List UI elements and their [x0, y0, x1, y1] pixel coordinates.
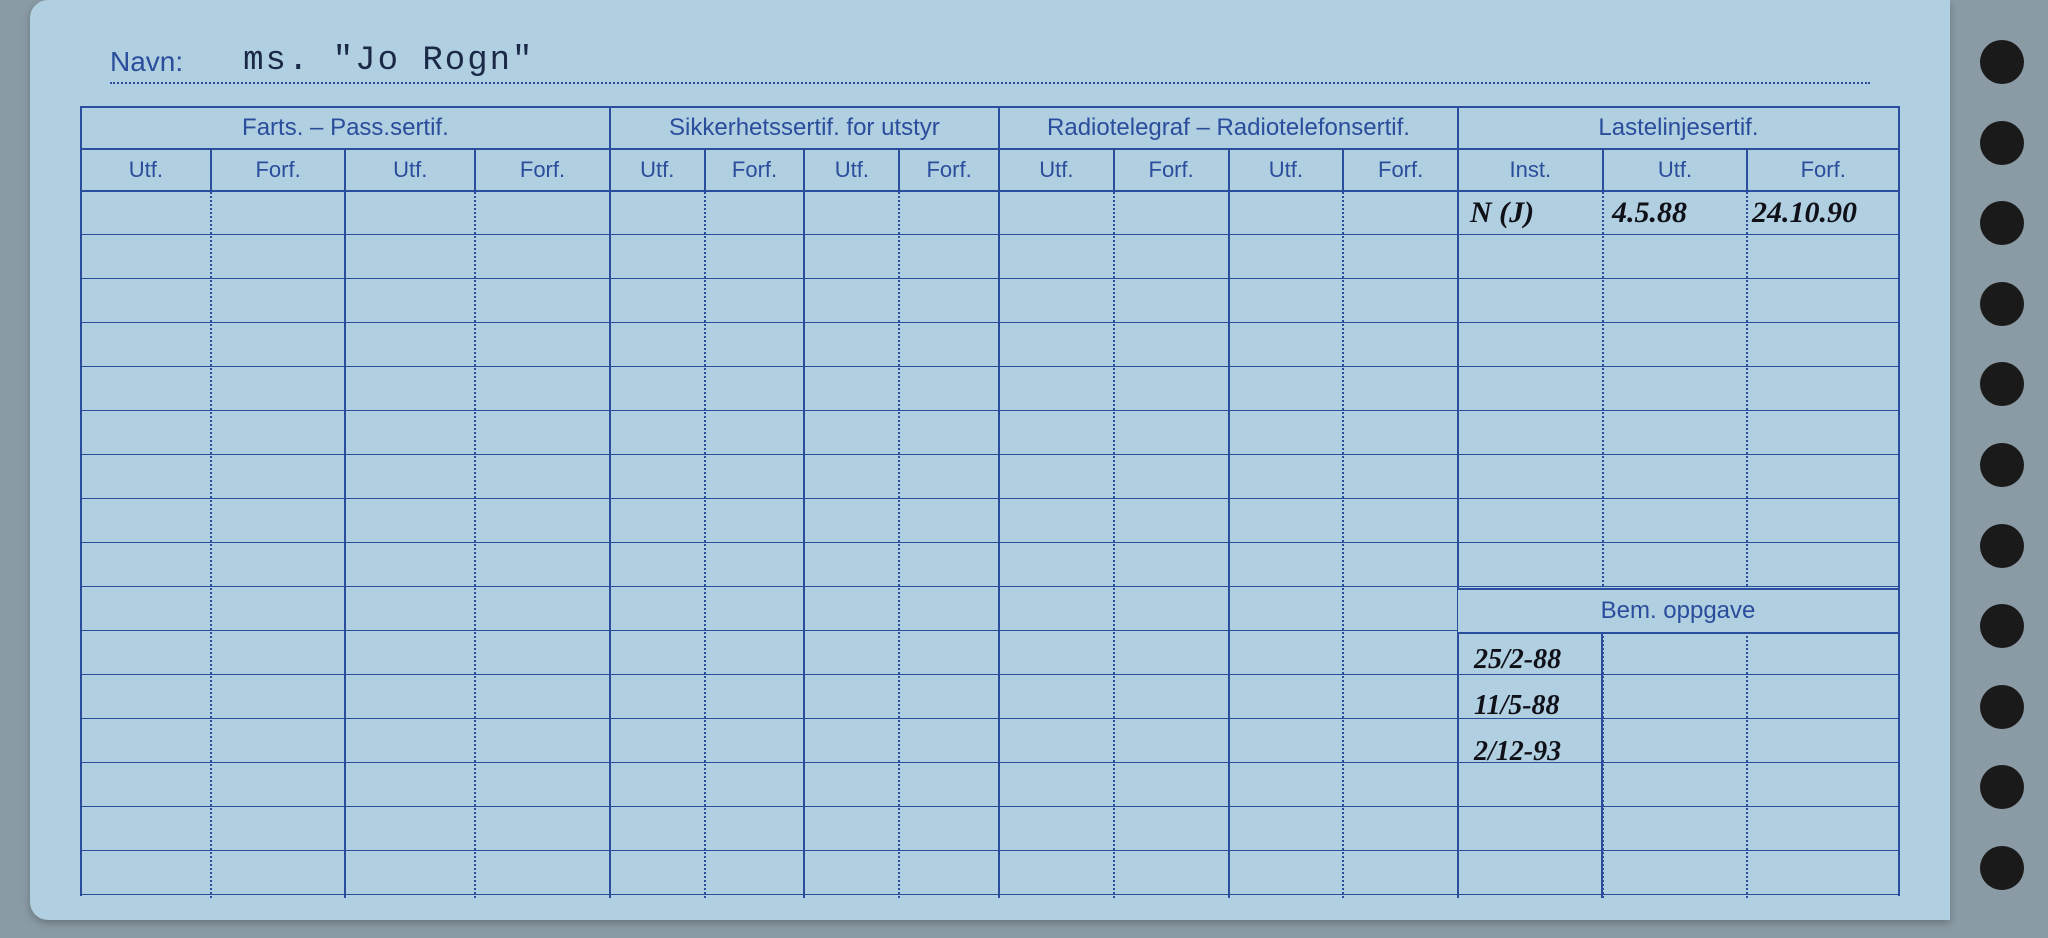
group-sikkerhet: Sikkerhetssertif. for utstyr [611, 108, 1000, 150]
table-col [476, 192, 611, 898]
col-utf: Utf. [1604, 150, 1749, 192]
col-forf: Forf. [1115, 150, 1230, 192]
col-forf: Forf. [900, 150, 1000, 192]
col-utf: Utf. [1230, 150, 1345, 192]
table-col [1115, 192, 1230, 898]
table-col [611, 192, 706, 898]
punch-hole [1980, 685, 2024, 729]
table-col [1604, 192, 1749, 898]
handwritten-bem-date: 25/2-88 [1474, 644, 1561, 676]
punch-hole [1980, 443, 2024, 487]
col-forf: Forf. [1748, 150, 1898, 192]
punch-hole [1980, 362, 2024, 406]
table-col [1230, 192, 1345, 898]
table-col [346, 192, 476, 898]
punch-hole [1980, 40, 2024, 84]
group-farts-pass: Farts. – Pass.sertif. [82, 108, 611, 150]
index-card: Navn: ms. "Jo Rogn" Farts. – Pass.sertif… [30, 0, 1950, 920]
handwritten-forf: 24.10.90 [1752, 196, 1857, 230]
col-inst: Inst. [1459, 150, 1604, 192]
table-col [1748, 192, 1898, 898]
table-body: N (J) 4.5.88 24.10.90 Bem. oppgave 25/2-… [82, 192, 1898, 898]
col-utf: Utf. [82, 150, 212, 192]
header-row-groups: Farts. – Pass.sertif. Sikkerhetssertif. … [82, 108, 1898, 150]
group-lastelinje: Lastelinjesertif. [1459, 108, 1898, 150]
table-col [1000, 192, 1115, 898]
table-col [1344, 192, 1459, 898]
punch-hole [1980, 201, 2024, 245]
col-utf: Utf. [1000, 150, 1115, 192]
punch-hole [1980, 282, 2024, 326]
certificate-table: Farts. – Pass.sertif. Sikkerhetssertif. … [80, 106, 1900, 896]
group-radio: Radiotelegraf – Radiotelefonsertif. [1000, 108, 1459, 150]
punch-hole [1980, 121, 2024, 165]
navn-label: Navn: [110, 46, 183, 82]
punch-holes [1980, 40, 2026, 890]
handwritten-inst: N (J) [1470, 196, 1534, 230]
header-row-cols: Utf. Forf. Utf. Forf. Utf. Forf. Utf. Fo… [82, 150, 1898, 192]
punch-hole [1980, 846, 2024, 890]
col-utf: Utf. [346, 150, 476, 192]
col-utf: Utf. [611, 150, 706, 192]
punch-hole [1980, 765, 2024, 809]
col-forf: Forf. [476, 150, 611, 192]
navn-value: ms. "Jo Rogn" [243, 42, 534, 82]
navn-row: Navn: ms. "Jo Rogn" [110, 34, 1870, 84]
punch-hole [1980, 604, 2024, 648]
bem-divider [1601, 634, 1603, 898]
col-utf: Utf. [805, 150, 900, 192]
bem-oppgave-header: Bem. oppgave [1458, 588, 1898, 634]
handwritten-bem-date: 11/5-88 [1474, 690, 1560, 722]
table-col [900, 192, 1000, 898]
punch-hole [1980, 524, 2024, 568]
table-col [805, 192, 900, 898]
table-col [82, 192, 212, 898]
col-forf: Forf. [1344, 150, 1459, 192]
table-col [1459, 192, 1604, 898]
col-forf: Forf. [706, 150, 806, 192]
handwritten-utf: 4.5.88 [1612, 196, 1687, 230]
table-col [706, 192, 806, 898]
col-forf: Forf. [212, 150, 347, 192]
handwritten-bem-date: 2/12-93 [1474, 736, 1561, 768]
table-col [212, 192, 347, 898]
